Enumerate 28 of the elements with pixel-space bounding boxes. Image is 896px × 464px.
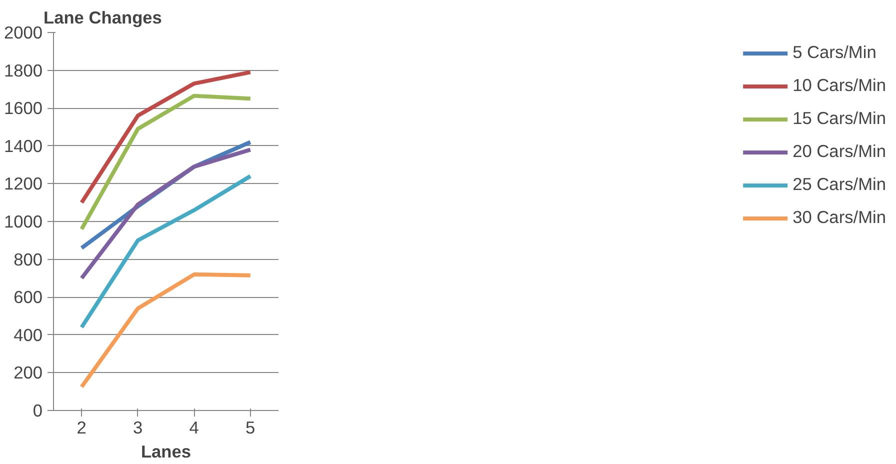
line-series: [80, 272, 252, 389]
y-tick-label: 1600: [4, 98, 43, 118]
y-tick-label: 1000: [4, 212, 43, 232]
y-tick-label: 0: [32, 400, 43, 420]
x-axis-title: Lanes: [140, 442, 192, 462]
legend-label: 25 Cars/Min: [792, 174, 886, 195]
y-axis-title: Lane Changes: [44, 8, 162, 28]
legend-label: 15 Cars/Min: [792, 108, 886, 129]
y-tick-label: 600: [14, 287, 43, 308]
line-series: [80, 174, 252, 330]
y-tick-label: 400: [14, 324, 43, 345]
y-tick-label: 1400: [4, 136, 43, 156]
legend-label: 30 Cars/Min: [792, 207, 886, 228]
x-tick-label: 5: [246, 418, 256, 438]
line-series: [80, 70, 252, 205]
line-series: [80, 94, 252, 232]
y-tick-label: 1200: [4, 174, 43, 194]
legend-label: 20 Cars/Min: [792, 141, 886, 162]
x-tick-label: 2: [76, 418, 86, 438]
y-tick-label: 1800: [4, 60, 43, 80]
legend-label: 10 Cars/Min: [792, 75, 886, 96]
x-tick-label: 4: [189, 418, 200, 438]
y-tick-label: 800: [14, 249, 43, 270]
x-tick-label: 3: [133, 418, 143, 438]
line-series: [80, 148, 252, 280]
y-tick-label: 200: [14, 362, 43, 383]
legend-label: 5 Cars/Min: [792, 42, 876, 63]
y-tick-label: 2000: [4, 22, 43, 42]
